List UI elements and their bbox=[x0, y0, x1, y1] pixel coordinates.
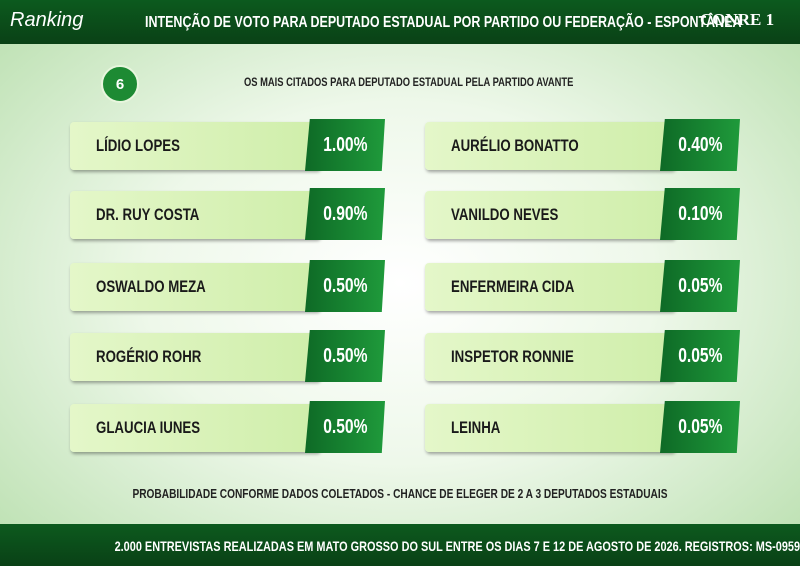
candidate-name: AURÉLIO BONATTO bbox=[425, 122, 675, 170]
subtitle: OS MAIS CITADOS PARA DEPUTADO ESTADUAL P… bbox=[244, 75, 666, 89]
name-text: AURÉLIO BONATTO bbox=[451, 136, 579, 155]
subtitle-text: OS MAIS CITADOS PARA DEPUTADO ESTADUAL P… bbox=[244, 75, 574, 89]
partner-logo: CONRE 1 bbox=[700, 10, 775, 29]
candidate-name: ROGÉRIO ROHR bbox=[70, 333, 320, 381]
candidate-share: 0.05% bbox=[660, 330, 740, 382]
candidate-share: 0.50% bbox=[305, 260, 385, 312]
candidate-share: 1.00% bbox=[305, 119, 385, 171]
candidate-name: ENFERMEIRA CIDA bbox=[425, 263, 675, 311]
name-text: GLAUCIA IUNES bbox=[96, 418, 201, 437]
note: PROBABILIDADE CONFORME DADOS COLETADOS -… bbox=[0, 486, 800, 501]
share-text: 0.05% bbox=[677, 274, 723, 297]
name-text: ENFERMEIRA CIDA bbox=[451, 277, 575, 296]
candidate-name: LEINHA bbox=[425, 404, 675, 452]
name-text: DR. RUY COSTA bbox=[96, 205, 200, 224]
candidate-name: DR. RUY COSTA bbox=[70, 191, 320, 239]
candidate-name: GLAUCIA IUNES bbox=[70, 404, 320, 452]
share-text: 0.50% bbox=[322, 344, 368, 367]
candidate-name: INSPETOR RONNIE bbox=[425, 333, 675, 381]
footer-band bbox=[0, 524, 800, 566]
share-text: 0.05% bbox=[677, 344, 723, 367]
name-text: ROGÉRIO ROHR bbox=[96, 347, 202, 366]
name-text: LEINHA bbox=[451, 418, 501, 437]
candidate-name: LÍDIO LOPES bbox=[70, 122, 320, 170]
logo: Ranking bbox=[10, 9, 83, 32]
candidate-share: 0.90% bbox=[305, 188, 385, 240]
footer-text: 2.000 ENTREVISTAS REALIZADAS EM MATO GRO… bbox=[114, 538, 800, 554]
name-text: OSWALDO MEZA bbox=[96, 277, 206, 296]
candidate-name: VANILDO NEVES bbox=[425, 191, 675, 239]
header-title: INTENÇÃO DE VOTO PARA DEPUTADO ESTADUAL … bbox=[145, 14, 742, 32]
share-text: 0.50% bbox=[322, 274, 368, 297]
share-text: 0.40% bbox=[677, 133, 723, 156]
candidate-share: 0.10% bbox=[660, 188, 740, 240]
share-text: 0.50% bbox=[322, 415, 368, 438]
candidate-share: 0.40% bbox=[660, 119, 740, 171]
note-text: PROBABILIDADE CONFORME DADOS COLETADOS -… bbox=[132, 486, 668, 501]
share-text: 0.10% bbox=[677, 202, 723, 225]
header-band bbox=[0, 0, 800, 44]
candidate-share: 0.50% bbox=[305, 401, 385, 453]
share-text: 1.00% bbox=[322, 133, 368, 156]
title-text: INTENÇÃO DE VOTO PARA DEPUTADO ESTADUAL … bbox=[145, 14, 742, 31]
share-text: 0.90% bbox=[322, 202, 368, 225]
section-number: 6 bbox=[101, 65, 139, 103]
name-text: LÍDIO LOPES bbox=[96, 136, 180, 155]
share-text: 0.05% bbox=[677, 415, 723, 438]
candidate-share: 0.05% bbox=[660, 401, 740, 453]
candidate-share: 0.05% bbox=[660, 260, 740, 312]
name-text: INSPETOR RONNIE bbox=[451, 347, 574, 366]
candidate-share: 0.50% bbox=[305, 330, 385, 382]
footer: 2.000 ENTREVISTAS REALIZADAS EM MATO GRO… bbox=[0, 538, 800, 554]
candidate-name: OSWALDO MEZA bbox=[70, 263, 320, 311]
name-text: VANILDO NEVES bbox=[451, 205, 559, 224]
logo-text: Ranking bbox=[10, 9, 84, 31]
